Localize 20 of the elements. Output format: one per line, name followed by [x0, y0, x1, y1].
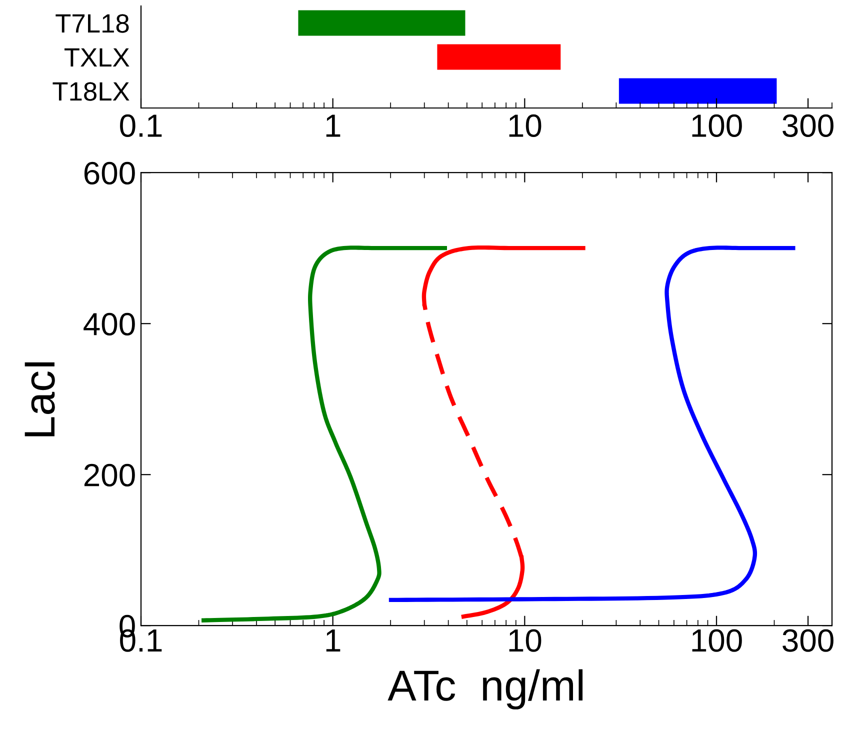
x-tick-label: 100	[692, 114, 742, 138]
y-tick-label: T7L18	[56, 14, 129, 33]
y-tick-label: TXLX	[64, 48, 130, 67]
x-tick-label: 300	[782, 629, 834, 652]
bar	[437, 44, 561, 70]
x-tick-label: 10	[509, 629, 542, 652]
x-tick-label: 1	[326, 630, 340, 652]
y-tick-label: 200	[84, 464, 135, 486]
y-tick-label: 600	[84, 162, 135, 184]
x-tick-label: 100	[692, 629, 742, 652]
x-tick-label: 0.1	[120, 114, 162, 138]
bar	[298, 10, 466, 36]
x-axis-title: ATc ng/ml	[388, 669, 583, 710]
y-tick-label: T18LX	[52, 82, 130, 101]
bar	[618, 78, 777, 104]
x-tick-label: 10	[509, 114, 542, 138]
y-tick-label: 400	[84, 312, 135, 336]
x-tick-label: 1	[326, 114, 340, 137]
y-axis-title: LacI	[24, 362, 55, 436]
x-tick-label: 300	[782, 114, 834, 138]
